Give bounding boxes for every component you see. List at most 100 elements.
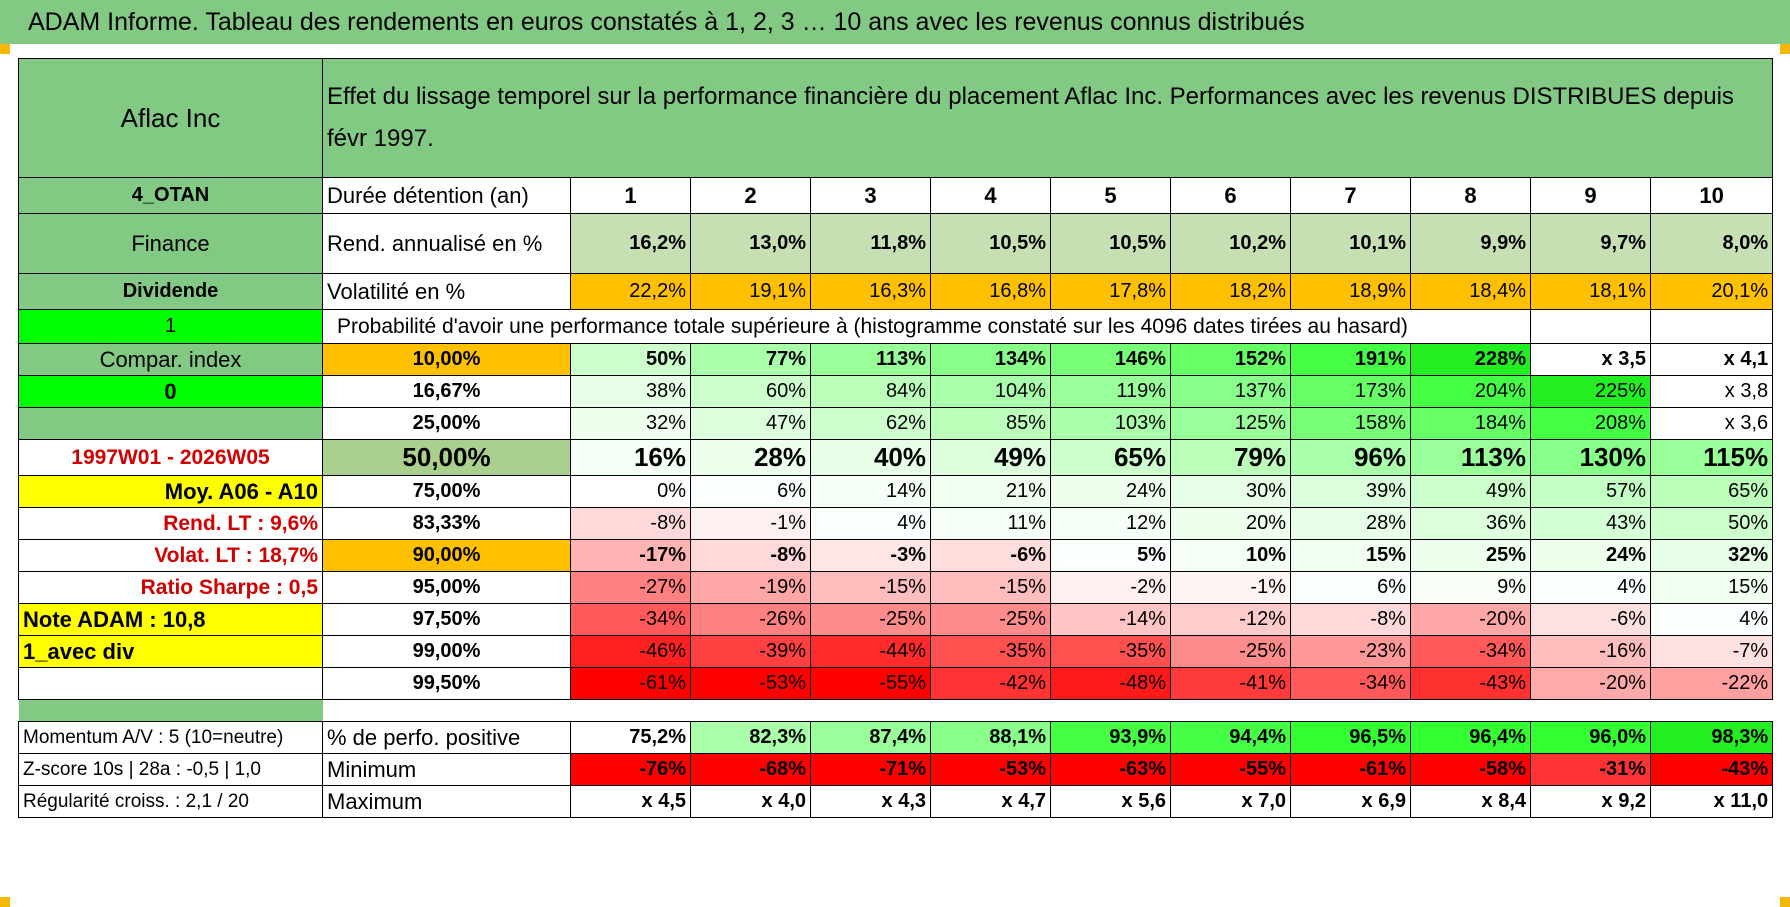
proba-value: 208% bbox=[1530, 407, 1651, 440]
proba-value: -53% bbox=[690, 667, 811, 700]
year-header: 2 bbox=[690, 177, 811, 214]
proba-value: 65% bbox=[1649, 475, 1774, 508]
proba-value: 57% bbox=[1530, 475, 1651, 508]
proba-value: -6% bbox=[1530, 603, 1651, 636]
year-header: 1 bbox=[570, 177, 691, 214]
proba-value: 32% bbox=[570, 407, 691, 440]
proba-value: -35% bbox=[1050, 635, 1171, 668]
proba-value: 47% bbox=[690, 407, 811, 440]
rend-value: 16,2% bbox=[570, 213, 691, 274]
company-name: Aflac Inc bbox=[18, 58, 323, 178]
proba-value: -27% bbox=[570, 571, 691, 604]
year-header: 5 bbox=[1050, 177, 1171, 214]
proba-value: 62% bbox=[810, 407, 931, 440]
proba-threshold: 50,00% bbox=[322, 439, 571, 476]
proba-value: -2% bbox=[1050, 571, 1171, 604]
proba-value: -8% bbox=[690, 539, 811, 572]
year-header: 4 bbox=[930, 177, 1051, 214]
proba-threshold: 99,50% bbox=[322, 667, 571, 700]
proba-value: -25% bbox=[930, 603, 1051, 636]
empty-cell bbox=[1649, 309, 1774, 344]
stats-value: x 7,0 bbox=[1170, 785, 1291, 818]
proba-value: 113% bbox=[1410, 439, 1531, 476]
proba-value: 4% bbox=[1649, 603, 1774, 636]
stats-value: x 5,6 bbox=[1050, 785, 1171, 818]
proba-value: 119% bbox=[1050, 375, 1171, 408]
stats-value: 75,2% bbox=[570, 721, 691, 754]
proba-value: 25% bbox=[1410, 539, 1531, 572]
proba-value: 204% bbox=[1410, 375, 1531, 408]
proba-value: 50% bbox=[570, 343, 691, 376]
stats-label: % de perfo. positive bbox=[322, 721, 571, 754]
year-header: 10 bbox=[1649, 177, 1774, 214]
proba-value: 104% bbox=[930, 375, 1051, 408]
year-header: 8 bbox=[1410, 177, 1531, 214]
stats-row: Momentum A/V : 5 (10=neutre)% de perfo. … bbox=[18, 721, 1774, 754]
proba-value: 84% bbox=[810, 375, 931, 408]
vol-value: 16,3% bbox=[810, 273, 931, 310]
vol-value: 18,1% bbox=[1530, 273, 1651, 310]
proba-row: 0 16,67% 38% 60% 84% 104% 119% 137% 173% 204% 225%… bbox=[18, 375, 1774, 408]
proba-row: Note ADAM : 10,8 97,50% -34% -26% -25% -25% -1… bbox=[18, 603, 1774, 636]
proba-value: -16% bbox=[1530, 635, 1651, 668]
stats-value: x 4,5 bbox=[570, 785, 691, 818]
proba-value: -39% bbox=[690, 635, 811, 668]
rend-value: 11,8% bbox=[810, 213, 931, 274]
proba-value: -43% bbox=[1410, 667, 1531, 700]
proba-value: x 3,5 bbox=[1530, 343, 1651, 376]
proba-value: 49% bbox=[930, 439, 1051, 476]
proba-value: 30% bbox=[1170, 475, 1291, 508]
table-body: Aflac Inc Effet du lissage temporel sur … bbox=[18, 58, 1774, 818]
stats-value: 98,3% bbox=[1649, 721, 1774, 754]
left-panel-blank bbox=[18, 407, 323, 440]
proba-value: -44% bbox=[810, 635, 931, 668]
proba-threshold: 99,00% bbox=[322, 635, 571, 668]
stats-value: 88,1% bbox=[930, 721, 1051, 754]
stats-value: 94,4% bbox=[1170, 721, 1291, 754]
proba-value: 137% bbox=[1170, 375, 1291, 408]
proba-value: 146% bbox=[1050, 343, 1171, 376]
proba-value: 79% bbox=[1170, 439, 1291, 476]
proba-value: 11% bbox=[930, 507, 1051, 540]
left-panel-avec-div: 1_avec div bbox=[18, 635, 323, 668]
corner-marker-bottom-right bbox=[1780, 897, 1790, 907]
proba-value: 77% bbox=[690, 343, 811, 376]
year-header: 7 bbox=[1290, 177, 1411, 214]
proba-value: 9% bbox=[1410, 571, 1531, 604]
rend-value: 10,5% bbox=[930, 213, 1051, 274]
empty-cell bbox=[1530, 309, 1651, 344]
stats-label: Minimum bbox=[322, 753, 571, 786]
rend-value: 8,0% bbox=[1649, 213, 1774, 274]
proba-value: -15% bbox=[810, 571, 931, 604]
proba-value: 36% bbox=[1410, 507, 1531, 540]
proba-value: 12% bbox=[1050, 507, 1171, 540]
proba-value: -14% bbox=[1050, 603, 1171, 636]
stats-value: -68% bbox=[690, 753, 811, 786]
proba-value: 16% bbox=[570, 439, 691, 476]
proba-value: x 3,6 bbox=[1649, 407, 1774, 440]
rend-value: 10,5% bbox=[1050, 213, 1171, 274]
proba-threshold: 25,00% bbox=[322, 407, 571, 440]
vol-value: 22,2% bbox=[570, 273, 691, 310]
proba-value: -3% bbox=[810, 539, 931, 572]
rend-value: 10,2% bbox=[1170, 213, 1291, 274]
category-cell: Dividende bbox=[18, 273, 323, 310]
proba-value: 15% bbox=[1290, 539, 1411, 572]
years-label: Durée détention (an) bbox=[322, 177, 571, 214]
proba-value: -12% bbox=[1170, 603, 1291, 636]
proba-value: -7% bbox=[1649, 635, 1774, 668]
rend-row: Finance Rend. annualisé en % 16,2% 13,0% 1… bbox=[18, 213, 1774, 274]
stats-value: 96,0% bbox=[1530, 721, 1651, 754]
proba-value: 85% bbox=[930, 407, 1051, 440]
proba-value: 5% bbox=[1050, 539, 1171, 572]
proba-row: 99,50% -61% -53% -55% -42% -48% -41% -34% -43% -2… bbox=[18, 667, 1774, 700]
stats-row: Régularité croiss. : 2,1 / 20 Maximum x 4,… bbox=[18, 785, 1774, 818]
proba-value: -34% bbox=[1410, 635, 1531, 668]
left-panel-sharpe: Ratio Sharpe : 0,5 bbox=[18, 571, 323, 604]
proba-value: 6% bbox=[1290, 571, 1411, 604]
stats-value: x 4,0 bbox=[690, 785, 811, 818]
year-header: 9 bbox=[1530, 177, 1651, 214]
proba-value: 225% bbox=[1530, 375, 1651, 408]
proba-value: -26% bbox=[690, 603, 811, 636]
corner-marker-top-right bbox=[1780, 44, 1790, 54]
